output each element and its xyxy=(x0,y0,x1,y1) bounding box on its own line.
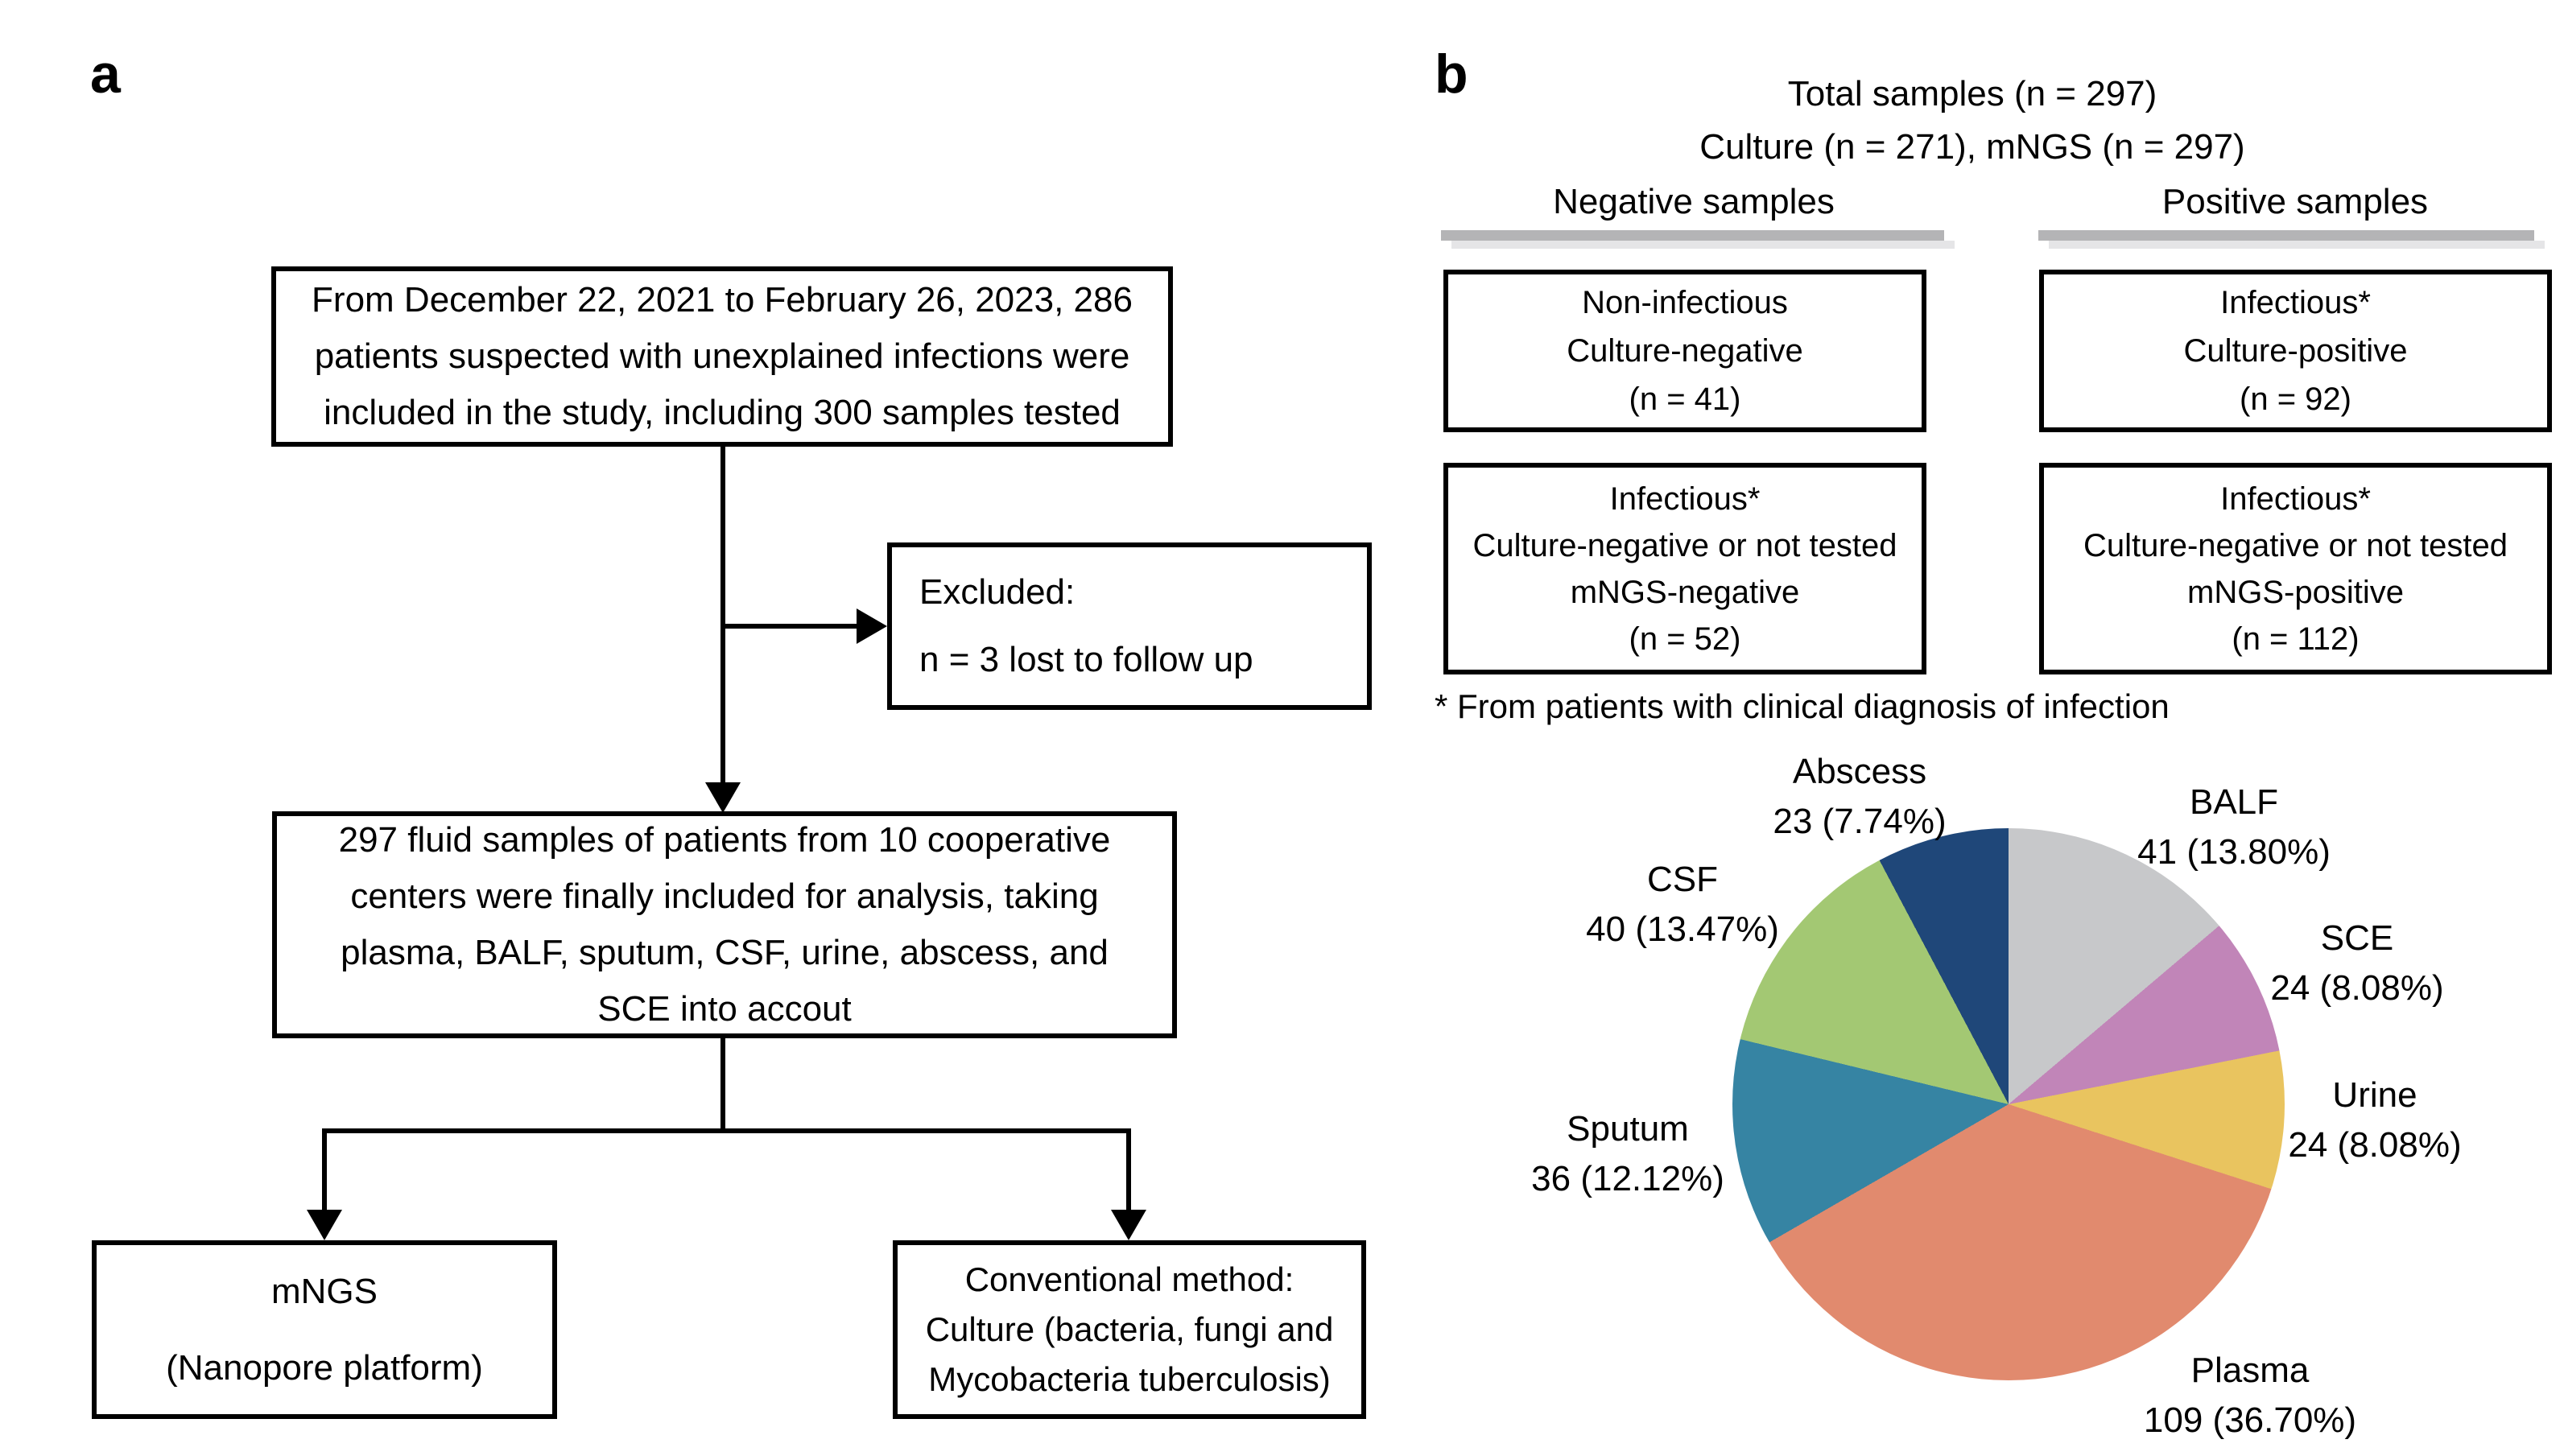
connector-split-horizontal xyxy=(322,1128,1131,1133)
positive-box-2-line: mNGS-positive xyxy=(2187,574,2404,610)
flow-conventional-box-line: Conventional method: xyxy=(964,1260,1294,1298)
negative-samples-header: Negative samples xyxy=(1553,182,1835,221)
arrowhead-down-mngs-box xyxy=(307,1210,342,1240)
negative-box-1-line: Non-infectious xyxy=(1582,285,1788,320)
positive-box-2-line: Infectious* xyxy=(2220,481,2371,517)
negative-box-2-line: mNGS-negative xyxy=(1570,574,1800,610)
negative-box-1-line: (n = 41) xyxy=(1629,382,1741,417)
flow-excluded-box-line: n = 3 lost to follow up xyxy=(919,640,1253,679)
positive-box-2-line: Culture-negative or not tested xyxy=(2083,527,2508,563)
pie-label-sputum-value: 36 (12.12%) xyxy=(1531,1159,1724,1198)
negative-box-1-line: Culture-negative xyxy=(1567,333,1803,369)
positive-box-2: Infectious* Culture-negative or not test… xyxy=(2039,463,2552,674)
negative-box-1: Non-infectious Culture-negative (n = 41) xyxy=(1443,270,1926,432)
positive-box-1: Infectious* Culture-positive (n = 92) xyxy=(2039,270,2552,432)
pie-label-abscess-name: Abscess xyxy=(1792,752,1927,791)
negative-box-2-line: (n = 52) xyxy=(1629,621,1741,657)
pie-chart xyxy=(1732,828,2285,1380)
negative-box-2: Infectious* Culture-negative or not test… xyxy=(1443,463,1926,674)
flow-top-box-line: From December 22, 2021 to February 26, 2… xyxy=(312,280,1133,320)
connector-split-right xyxy=(1126,1128,1131,1212)
connector-top-to-middle xyxy=(720,447,725,785)
pie-label-csf-name: CSF xyxy=(1646,860,1718,899)
flow-middle-box-line: SCE into accout xyxy=(597,989,852,1029)
pie-label-urine-value: 24 (8.08%) xyxy=(2288,1125,2462,1165)
positive-box-1-line: Culture-positive xyxy=(2183,333,2408,369)
arrowhead-down-conventional-box xyxy=(1111,1210,1146,1240)
pie-label-sce-value: 24 (8.08%) xyxy=(2270,968,2444,1008)
negative-box-2-line: Infectious* xyxy=(1609,481,1761,517)
pie-label-abscess-value: 23 (7.74%) xyxy=(1773,802,1947,841)
negative-box-2-line: Culture-negative or not tested xyxy=(1472,527,1897,563)
flow-conventional-box: Conventional method: Culture (bacteria, … xyxy=(893,1240,1366,1419)
flow-conventional-box-line: Mycobacteria tuberculosis) xyxy=(928,1360,1331,1398)
pie-label-sputum-name: Sputum xyxy=(1567,1109,1689,1149)
positive-box-1-line: Infectious* xyxy=(2220,285,2371,320)
panel-b-title: Total samples (n = 297) Culture (n = 271… xyxy=(1489,68,2455,174)
flow-middle-box-line: centers were finally included for analys… xyxy=(350,876,1099,916)
positive-header-underline xyxy=(2038,230,2534,241)
negative-header-underline xyxy=(1441,230,1944,241)
positive-box-2-line: (n = 112) xyxy=(2232,621,2360,657)
footnote: * From patients with clinical diagnosis … xyxy=(1435,687,2170,725)
flow-excluded-box-line: Excluded: xyxy=(919,572,1076,612)
pie-label-abscess: Abscess 23 (7.74%) xyxy=(1773,747,1946,847)
flow-middle-box: 297 fluid samples of patients from 10 co… xyxy=(272,811,1177,1038)
pie-label-balf-name: BALF xyxy=(2189,782,2279,822)
flow-excluded-box: Excluded: n = 3 lost to follow up xyxy=(887,542,1372,710)
pie-label-plasma-value: 109 (36.70%) xyxy=(2143,1400,2357,1440)
positive-box-1-line: (n = 92) xyxy=(2240,382,2351,417)
flow-top-box-line: patients suspected with unexplained infe… xyxy=(314,336,1130,376)
flow-mngs-box: mNGS (Nanopore platform) xyxy=(92,1240,557,1419)
connector-middle-to-split xyxy=(720,1037,725,1133)
flow-conventional-box-line: Culture (bacteria, fungi and xyxy=(925,1310,1334,1348)
pie-label-sce: SCE 24 (8.08%) xyxy=(2270,914,2443,1013)
positive-header-underline-shadow xyxy=(2049,241,2545,249)
panel-b-title-line2: Culture (n = 271), mNGS (n = 297) xyxy=(1699,127,2245,167)
positive-samples-header: Positive samples xyxy=(2161,182,2429,221)
pie-label-sce-name: SCE xyxy=(2320,918,2394,958)
panel-b-title-line1: Total samples (n = 297) xyxy=(1787,74,2157,113)
panel-b-label: b xyxy=(1435,43,1468,105)
flow-mngs-box-line: (Nanopore platform) xyxy=(166,1348,483,1388)
connector-split-left xyxy=(322,1128,327,1212)
flow-middle-box-line: plasma, BALF, sputum, CSF, urine, absces… xyxy=(341,933,1109,972)
pie-label-csf: CSF 40 (13.47%) xyxy=(1586,855,1779,955)
pie-label-sputum: Sputum 36 (12.12%) xyxy=(1531,1104,1724,1204)
pie-label-balf-value: 41 (13.80%) xyxy=(2137,832,2331,872)
pie-label-plasma-name: Plasma xyxy=(2190,1351,2310,1390)
pie-label-plasma: Plasma 109 (36.70%) xyxy=(2144,1346,2356,1446)
flow-mngs-box-line: mNGS xyxy=(271,1272,378,1311)
panel-a-label: a xyxy=(90,43,121,105)
flow-top-box-line: included in the study, including 300 sam… xyxy=(324,393,1121,432)
flow-middle-box-line: 297 fluid samples of patients from 10 co… xyxy=(338,820,1111,860)
arrowhead-right-excluded-box xyxy=(857,608,887,644)
negative-header-underline-shadow xyxy=(1451,241,1955,249)
connector-branch-excluded xyxy=(720,624,861,629)
pie-label-urine: Urine 24 (8.08%) xyxy=(2288,1070,2461,1170)
pie-label-urine-name: Urine xyxy=(2332,1075,2417,1115)
arrowhead-down-middle-box xyxy=(705,782,741,813)
pie-label-csf-value: 40 (13.47%) xyxy=(1586,909,1779,949)
flow-top-box: From December 22, 2021 to February 26, 2… xyxy=(271,266,1173,447)
pie-label-balf: BALF 41 (13.80%) xyxy=(2137,777,2331,877)
